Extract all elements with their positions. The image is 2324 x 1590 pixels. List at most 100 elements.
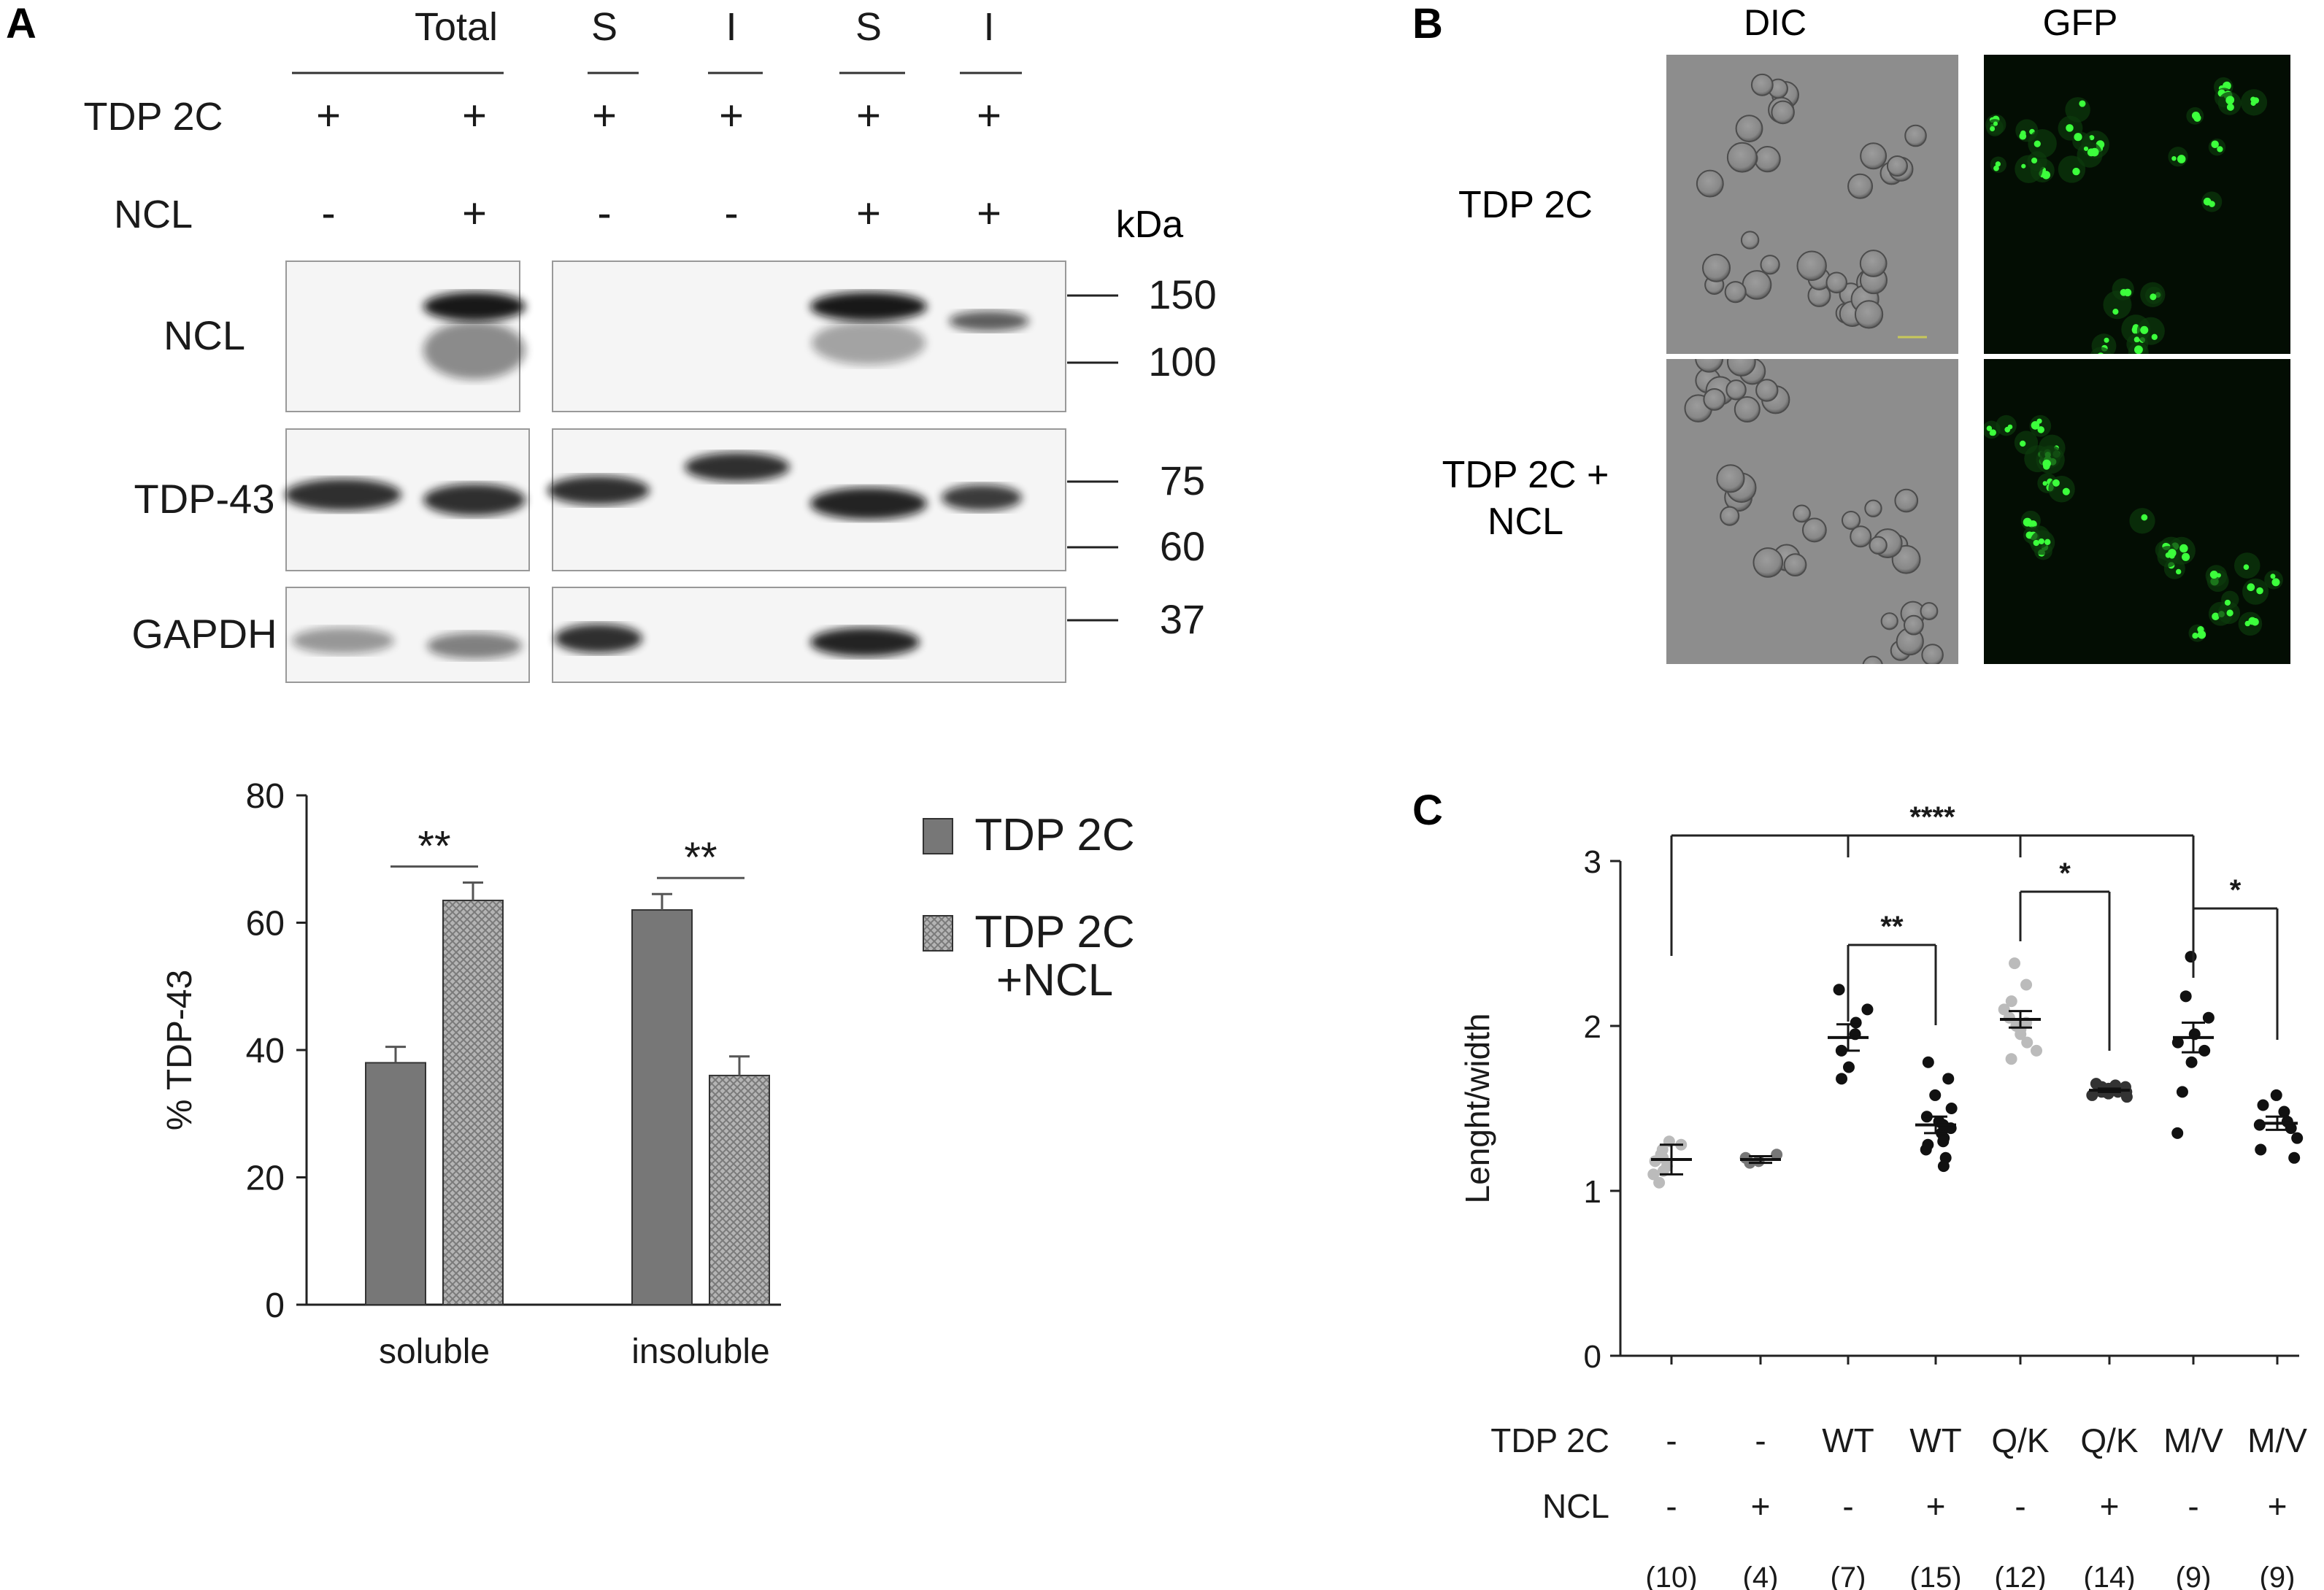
gfp-dot — [2034, 140, 2041, 147]
gfp-dot — [1990, 126, 1996, 131]
x-category-label: insoluble — [631, 1332, 769, 1371]
condition-value: - — [321, 190, 335, 237]
data-point — [1922, 1056, 1934, 1068]
cell — [1703, 387, 1726, 411]
gfp-dot — [2270, 574, 2276, 579]
x-row-value: WT — [1909, 1421, 1962, 1459]
x-row-value: - — [1842, 1487, 1853, 1525]
legend-label-line: TDP 2C — [974, 810, 1134, 860]
legend-label: TDP 2C — [974, 810, 1134, 860]
gfp-dot — [2133, 336, 2140, 343]
cell — [2029, 414, 2052, 437]
data-point — [2185, 1056, 2198, 1068]
bar — [442, 899, 504, 1305]
legend-swatch — [923, 818, 953, 854]
gfp-dot — [2036, 418, 2042, 424]
gfp-dot — [2104, 337, 2109, 343]
cell — [1986, 119, 2004, 136]
bar-chart: 0 20 40 60 80 % TDP-43 soluble insoluble ** ** TDP… — [161, 777, 1135, 1371]
cell — [1755, 379, 1779, 402]
data-point — [1836, 1073, 1848, 1085]
y-tick-label: 0 — [1584, 1339, 1601, 1375]
lane-group-label: S — [591, 5, 617, 49]
gfp-dot — [1990, 429, 1996, 436]
gfp-dot — [2179, 544, 2188, 553]
cell — [1742, 270, 1772, 300]
cell — [2065, 97, 2090, 123]
gfp-dot — [2031, 421, 2040, 430]
gfp-dot — [2151, 333, 2158, 340]
cell — [2221, 590, 2239, 609]
condition-value: + — [977, 190, 1001, 237]
bar — [631, 909, 693, 1306]
gfp-dot — [2211, 140, 2219, 149]
gfp-dot — [2251, 617, 2259, 626]
data-point — [2291, 1132, 2304, 1144]
y-tick-label: 20 — [246, 1159, 285, 1198]
x-row-label: NCL — [1542, 1487, 1609, 1525]
data-point — [2288, 1151, 2301, 1164]
gfp-dot — [2031, 157, 2038, 164]
sample-size-label: (10) — [1645, 1562, 1697, 1590]
gfp-dot — [2066, 124, 2074, 132]
legend-label-line: TDP 2C — [974, 907, 1134, 957]
data-point — [2005, 995, 2017, 1008]
cell — [1750, 73, 1774, 96]
condition-value: + — [462, 92, 487, 139]
legend-label: TDP 2C +NCL — [974, 907, 1134, 1006]
x-row-value: - — [1666, 1421, 1677, 1459]
cell — [2028, 128, 2057, 158]
cell — [1735, 115, 1763, 143]
kda-unit-label: kDa — [1116, 204, 1184, 246]
gfp-dot — [2271, 578, 2280, 587]
y-tick-label: 0 — [265, 1286, 285, 1325]
dic-image — [1666, 55, 1958, 354]
significance-label: * — [2230, 874, 2242, 906]
gfp-dot — [2243, 564, 2250, 570]
cell — [2058, 155, 2086, 183]
gfp-dot — [2062, 487, 2070, 495]
x-row-value: - — [2015, 1487, 2025, 1525]
gfp-dot — [2074, 133, 2082, 142]
cell — [1880, 612, 1898, 630]
data-point — [2278, 1105, 2290, 1118]
cell — [1771, 100, 1795, 125]
cell — [1860, 142, 1888, 170]
blot-band — [685, 452, 790, 482]
data-point — [2021, 1036, 2034, 1049]
gfp-dot — [2079, 100, 2086, 107]
cell — [2048, 476, 2075, 503]
gfp-dot — [2150, 293, 2157, 301]
condition-value: + — [316, 92, 341, 139]
gfp-dot — [2020, 440, 2026, 447]
cell — [1850, 525, 1872, 548]
data-point — [1929, 1089, 1942, 1101]
blot-band — [810, 487, 927, 520]
cell — [1825, 271, 1847, 294]
data-point — [2255, 1143, 2267, 1156]
data-point — [1920, 1143, 1932, 1156]
panel-label-c: C — [1412, 787, 1443, 834]
condition-label: NCL — [114, 193, 193, 236]
blot-band — [812, 321, 926, 365]
gfp-image — [1984, 55, 2290, 354]
gfp-dot — [2226, 103, 2234, 111]
significance-label: * — [2059, 857, 2071, 889]
gfp-dot — [2192, 112, 2201, 120]
gfp-dot — [2090, 147, 2099, 157]
cell — [1720, 506, 1740, 526]
blot-membranes: NCL 150 100 TDP-43 75 60 GAPDH 37 — [131, 261, 1217, 683]
gfp-dot — [2182, 552, 2190, 561]
gfp-dot — [2098, 352, 2104, 354]
condition-value: + — [462, 190, 487, 237]
image-background — [1666, 55, 1958, 354]
cell — [1796, 250, 1827, 281]
x-category-label: soluble — [379, 1332, 490, 1371]
cell — [1754, 146, 1781, 173]
lane-group-label: I — [983, 5, 994, 49]
condition-value: - — [724, 190, 738, 237]
cell — [2242, 578, 2269, 605]
y-tick-label: 1 — [1584, 1174, 1601, 1210]
gfp-dot — [2033, 539, 2039, 547]
x-row-value: M/V — [2247, 1421, 2307, 1459]
